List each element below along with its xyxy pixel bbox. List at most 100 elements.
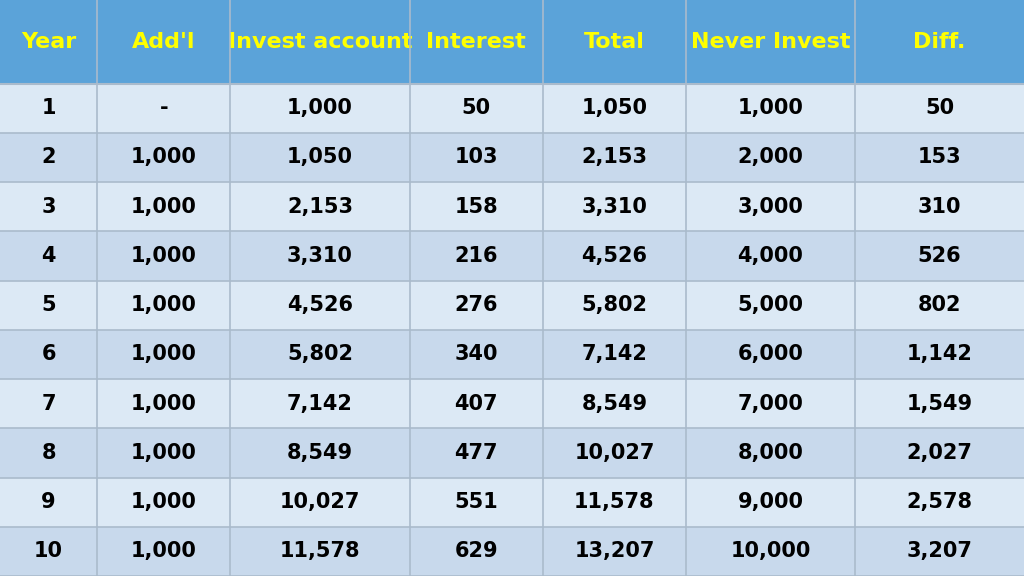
Bar	[230, 329, 410, 379]
Bar	[410, 232, 543, 281]
Text: 2: 2	[41, 147, 56, 168]
Bar	[686, 182, 855, 232]
Bar	[543, 281, 686, 329]
Text: 1,142: 1,142	[906, 344, 973, 365]
Bar	[97, 478, 230, 526]
Text: 4,000: 4,000	[737, 246, 804, 266]
Bar	[0, 428, 97, 478]
Text: 10,027: 10,027	[574, 443, 654, 463]
Text: 10,027: 10,027	[280, 492, 360, 512]
Bar	[686, 379, 855, 428]
Bar	[0, 232, 97, 281]
Text: 276: 276	[455, 295, 498, 315]
Bar	[230, 232, 410, 281]
Bar	[543, 526, 686, 576]
Bar	[230, 428, 410, 478]
Bar	[0, 526, 97, 576]
Text: 2,578: 2,578	[906, 492, 973, 512]
Text: 7,000: 7,000	[737, 393, 804, 414]
Bar	[0, 379, 97, 428]
Bar	[410, 526, 543, 576]
Bar	[543, 84, 686, 133]
Bar	[97, 281, 230, 329]
Text: 7,142: 7,142	[287, 393, 353, 414]
Text: 103: 103	[455, 147, 498, 168]
Text: 5: 5	[41, 295, 56, 315]
Bar	[686, 281, 855, 329]
Bar	[410, 281, 543, 329]
Text: -: -	[160, 98, 168, 118]
Text: 9: 9	[41, 492, 56, 512]
Text: 10,000: 10,000	[730, 541, 811, 562]
Text: 10: 10	[34, 541, 63, 562]
Text: 9,000: 9,000	[737, 492, 804, 512]
Text: 4,526: 4,526	[582, 246, 647, 266]
Text: 216: 216	[455, 246, 498, 266]
Text: 629: 629	[455, 541, 498, 562]
Text: 802: 802	[918, 295, 962, 315]
Bar	[230, 281, 410, 329]
Bar	[410, 478, 543, 526]
Bar	[410, 182, 543, 232]
Text: 477: 477	[455, 443, 498, 463]
Bar	[410, 379, 543, 428]
Text: 1,000: 1,000	[131, 295, 197, 315]
Text: 6,000: 6,000	[737, 344, 804, 365]
Bar	[230, 478, 410, 526]
Bar	[686, 526, 855, 576]
Text: Add'l: Add'l	[132, 32, 196, 52]
Text: 407: 407	[455, 393, 498, 414]
Text: 6: 6	[41, 344, 56, 365]
Bar	[97, 526, 230, 576]
Bar	[686, 232, 855, 281]
Bar	[855, 379, 1024, 428]
Bar	[855, 329, 1024, 379]
Text: 1,050: 1,050	[287, 147, 353, 168]
Text: 11,578: 11,578	[574, 492, 654, 512]
Bar	[0, 329, 97, 379]
Text: 8,549: 8,549	[287, 443, 353, 463]
Bar	[855, 133, 1024, 182]
Text: 3,207: 3,207	[906, 541, 973, 562]
Bar	[543, 478, 686, 526]
Text: 2,027: 2,027	[906, 443, 973, 463]
Text: 1,000: 1,000	[131, 393, 197, 414]
Text: 340: 340	[455, 344, 498, 365]
Bar	[543, 133, 686, 182]
Text: 4: 4	[41, 246, 56, 266]
Bar	[686, 133, 855, 182]
Text: 1,000: 1,000	[287, 98, 353, 118]
Text: 4,526: 4,526	[287, 295, 353, 315]
Text: 1,000: 1,000	[131, 443, 197, 463]
Bar	[0, 182, 97, 232]
Text: 1,000: 1,000	[131, 344, 197, 365]
Text: Interest: Interest	[426, 32, 526, 52]
Bar	[97, 379, 230, 428]
Bar	[855, 428, 1024, 478]
Bar	[410, 133, 543, 182]
Bar	[0, 281, 97, 329]
Bar	[686, 478, 855, 526]
Text: 5,802: 5,802	[582, 295, 647, 315]
Text: 50: 50	[925, 98, 954, 118]
Text: 153: 153	[918, 147, 962, 168]
Bar	[97, 329, 230, 379]
Text: 3,310: 3,310	[287, 246, 353, 266]
Bar	[97, 84, 230, 133]
Bar	[410, 428, 543, 478]
Text: 1,000: 1,000	[737, 98, 804, 118]
Bar	[97, 182, 230, 232]
Text: 2,000: 2,000	[737, 147, 804, 168]
Bar	[0, 0, 1024, 84]
Text: Invest account: Invest account	[227, 32, 413, 52]
Bar	[230, 133, 410, 182]
Text: 8: 8	[41, 443, 56, 463]
Bar	[0, 84, 97, 133]
Bar	[855, 526, 1024, 576]
Text: Year: Year	[22, 32, 76, 52]
Text: 1,549: 1,549	[906, 393, 973, 414]
Bar	[230, 379, 410, 428]
Text: 2,153: 2,153	[582, 147, 647, 168]
Text: 1,000: 1,000	[131, 147, 197, 168]
Bar	[686, 84, 855, 133]
